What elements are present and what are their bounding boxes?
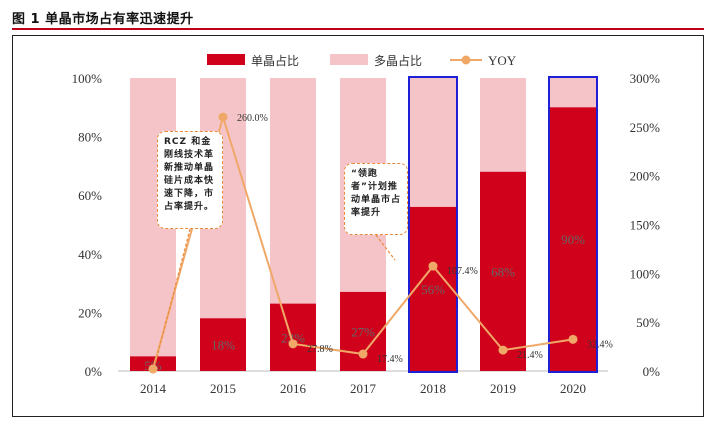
yoy-label-2015: 260.0% [237, 113, 268, 124]
chart-frame [12, 35, 704, 417]
yoy-label-2020: 32.4% [587, 339, 613, 350]
x-tick-2020: 2020 [560, 381, 586, 396]
y-right-tick-250pct: 250% [630, 120, 661, 135]
bar-multi-2020 [550, 78, 596, 108]
bar-mono-2019 [480, 171, 526, 371]
yoy-point-2018 [428, 261, 438, 271]
callout-leader: “领跑者”计划推动单晶市占率提升 [344, 163, 408, 235]
callout-rcz: RCZ 和金刚线技术革新推动单晶硅片成本快速下降，市占率提升。 [157, 131, 223, 229]
x-tick-2014: 2014 [140, 381, 167, 396]
callout-rcz-pointer [154, 228, 191, 366]
legend-marker-yoy [461, 55, 471, 65]
yoy-point-2020 [568, 334, 578, 344]
yoy-label-2019: 21.4% [517, 350, 543, 361]
legend-label-mono: 单晶占比 [251, 53, 299, 68]
bar-mono-2016 [270, 303, 316, 371]
bar-label-mono-2016: 23% [281, 330, 305, 345]
yoy-point-2014 [148, 364, 158, 374]
bar-mono-2018 [410, 206, 456, 371]
x-tick-2015: 2015 [210, 381, 236, 396]
title-rule [12, 28, 704, 30]
y-right-tick-0pct: 0% [643, 364, 661, 379]
yoy-point-2017 [358, 349, 368, 359]
yoy-label-2016: 27.8% [307, 344, 333, 355]
y-left-tick-60pct: 60% [78, 188, 102, 203]
yoy-label-2018: 107.4% [447, 266, 478, 277]
bar-label-mono-2018: 56% [421, 282, 445, 297]
bar-multi-2019 [480, 78, 526, 172]
bar-label-mono-2015: 18% [211, 338, 235, 353]
y-right-tick-100pct: 100% [630, 266, 661, 281]
bar-multi-2018 [410, 78, 456, 207]
y-right-tick-50pct: 50% [636, 315, 660, 330]
bar-mono-2015 [200, 318, 246, 371]
yoy-point-2015 [218, 112, 228, 122]
legend-swatch-mono [207, 54, 245, 65]
x-tick-2017: 2017 [350, 381, 377, 396]
y-left-tick-80pct: 80% [78, 130, 102, 145]
y-left-tick-0pct: 0% [85, 364, 103, 379]
x-tick-2019: 2019 [490, 381, 516, 396]
yoy-point-2016 [288, 339, 298, 349]
bar-label-mono-2019: 68% [491, 264, 515, 279]
x-tick-2016: 2016 [280, 381, 307, 396]
legend-label-multi: 多晶占比 [374, 53, 422, 68]
legend-label-yoy: YOY [488, 53, 517, 68]
highlight-2020 [548, 76, 598, 373]
y-left-tick-40pct: 40% [78, 247, 102, 262]
x-tick-2018: 2018 [420, 381, 446, 396]
y-right-tick-150pct: 150% [630, 218, 661, 233]
y-right-tick-200pct: 200% [630, 169, 661, 184]
bar-mono-2020 [550, 107, 596, 372]
y-right-tick-300pct: 300% [630, 71, 661, 86]
bar-label-mono-2017: 27% [351, 324, 375, 339]
highlight-2018 [408, 76, 458, 373]
yoy-label-2017: 17.4% [377, 354, 403, 365]
y-left-tick-20pct: 20% [78, 305, 102, 320]
figure-title: 图 1 单晶市场占有率迅速提升 [12, 12, 194, 27]
y-left-tick-100pct: 100% [72, 71, 103, 86]
callout-leader-pointer [375, 234, 396, 261]
bar-mono-2014 [130, 356, 176, 371]
bar-label-mono-2020: 90% [561, 232, 585, 247]
bar-multi-2016 [270, 78, 316, 304]
legend-swatch-multi [330, 54, 368, 65]
yoy-point-2019 [498, 345, 508, 355]
